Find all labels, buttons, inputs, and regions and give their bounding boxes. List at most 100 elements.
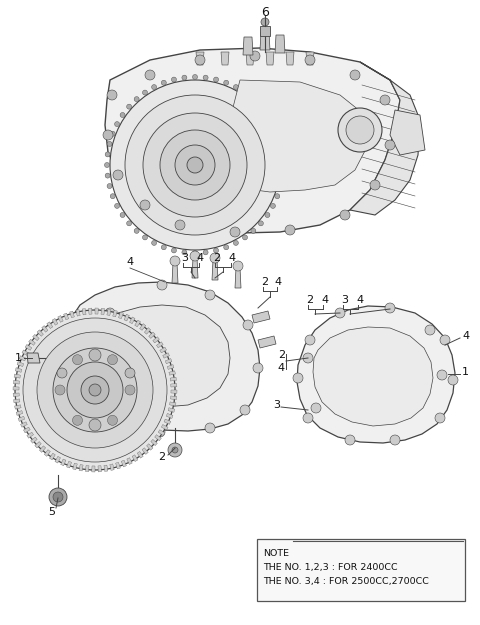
Text: 2: 2: [158, 452, 166, 462]
Circle shape: [37, 332, 153, 448]
Circle shape: [350, 70, 360, 80]
Text: 4: 4: [357, 295, 363, 305]
Circle shape: [385, 303, 395, 313]
Circle shape: [110, 194, 115, 199]
Circle shape: [49, 488, 67, 506]
Polygon shape: [135, 320, 141, 327]
Polygon shape: [196, 52, 204, 65]
Polygon shape: [13, 387, 19, 390]
Polygon shape: [171, 390, 177, 393]
Circle shape: [182, 250, 187, 255]
Circle shape: [346, 116, 374, 144]
Text: 4: 4: [462, 331, 469, 341]
Polygon shape: [258, 336, 276, 348]
Circle shape: [103, 130, 113, 140]
Circle shape: [242, 235, 248, 240]
Circle shape: [250, 51, 260, 61]
Polygon shape: [22, 350, 29, 356]
Circle shape: [435, 413, 445, 423]
Polygon shape: [252, 311, 270, 323]
Circle shape: [125, 385, 135, 395]
Circle shape: [110, 417, 120, 427]
Circle shape: [125, 95, 265, 235]
Polygon shape: [105, 48, 400, 233]
Text: 6: 6: [261, 6, 269, 19]
Polygon shape: [169, 371, 175, 375]
Circle shape: [23, 318, 167, 462]
Polygon shape: [49, 453, 55, 460]
Circle shape: [205, 423, 215, 433]
Polygon shape: [60, 459, 66, 466]
Polygon shape: [153, 337, 159, 343]
Polygon shape: [297, 306, 455, 443]
Polygon shape: [39, 446, 46, 452]
Circle shape: [280, 162, 286, 168]
Bar: [257, 539, 465, 601]
Circle shape: [107, 184, 112, 189]
Circle shape: [152, 241, 156, 246]
Circle shape: [275, 131, 280, 136]
Polygon shape: [92, 466, 95, 472]
Circle shape: [171, 248, 177, 253]
Circle shape: [303, 413, 313, 423]
Text: NOTE: NOTE: [263, 549, 289, 558]
Polygon shape: [18, 416, 25, 421]
Polygon shape: [98, 305, 230, 407]
Circle shape: [113, 170, 123, 180]
Circle shape: [425, 325, 435, 335]
Circle shape: [157, 280, 167, 290]
Polygon shape: [58, 316, 63, 322]
Polygon shape: [13, 381, 20, 384]
Circle shape: [335, 308, 345, 318]
Circle shape: [143, 90, 147, 95]
Polygon shape: [76, 309, 80, 316]
Circle shape: [233, 241, 239, 246]
Circle shape: [53, 348, 137, 432]
Circle shape: [265, 112, 270, 118]
Circle shape: [240, 405, 250, 415]
Circle shape: [53, 492, 63, 502]
Circle shape: [155, 427, 165, 437]
Circle shape: [160, 130, 230, 200]
Polygon shape: [79, 464, 83, 471]
Circle shape: [380, 95, 390, 105]
Polygon shape: [169, 402, 176, 406]
Circle shape: [89, 419, 101, 431]
Circle shape: [57, 368, 67, 378]
Circle shape: [305, 335, 315, 345]
Polygon shape: [156, 342, 163, 348]
Text: 4: 4: [228, 253, 236, 263]
Circle shape: [192, 74, 197, 79]
Circle shape: [145, 70, 155, 80]
Circle shape: [338, 108, 382, 152]
Circle shape: [187, 157, 203, 173]
Polygon shape: [44, 449, 50, 456]
Circle shape: [115, 203, 120, 208]
Polygon shape: [70, 282, 260, 431]
Circle shape: [210, 253, 220, 263]
Polygon shape: [13, 393, 19, 396]
Circle shape: [134, 97, 139, 102]
Circle shape: [105, 173, 110, 178]
Circle shape: [134, 228, 139, 233]
Polygon shape: [164, 419, 171, 424]
Polygon shape: [260, 32, 270, 50]
Polygon shape: [33, 334, 39, 341]
Polygon shape: [170, 377, 177, 381]
Polygon shape: [101, 308, 105, 314]
Text: THE NO. 1,2,3 : FOR 2400CC: THE NO. 1,2,3 : FOR 2400CC: [263, 562, 397, 572]
Circle shape: [172, 447, 178, 453]
Circle shape: [203, 75, 208, 80]
Text: 4: 4: [126, 257, 133, 267]
Circle shape: [270, 122, 276, 127]
Polygon shape: [19, 356, 26, 361]
Circle shape: [125, 368, 135, 378]
Text: 1: 1: [462, 367, 469, 377]
Polygon shape: [127, 458, 132, 464]
Circle shape: [253, 363, 263, 373]
Circle shape: [261, 18, 269, 26]
Circle shape: [190, 251, 200, 261]
Text: 4: 4: [196, 253, 204, 263]
Polygon shape: [161, 424, 168, 430]
Polygon shape: [166, 414, 173, 418]
